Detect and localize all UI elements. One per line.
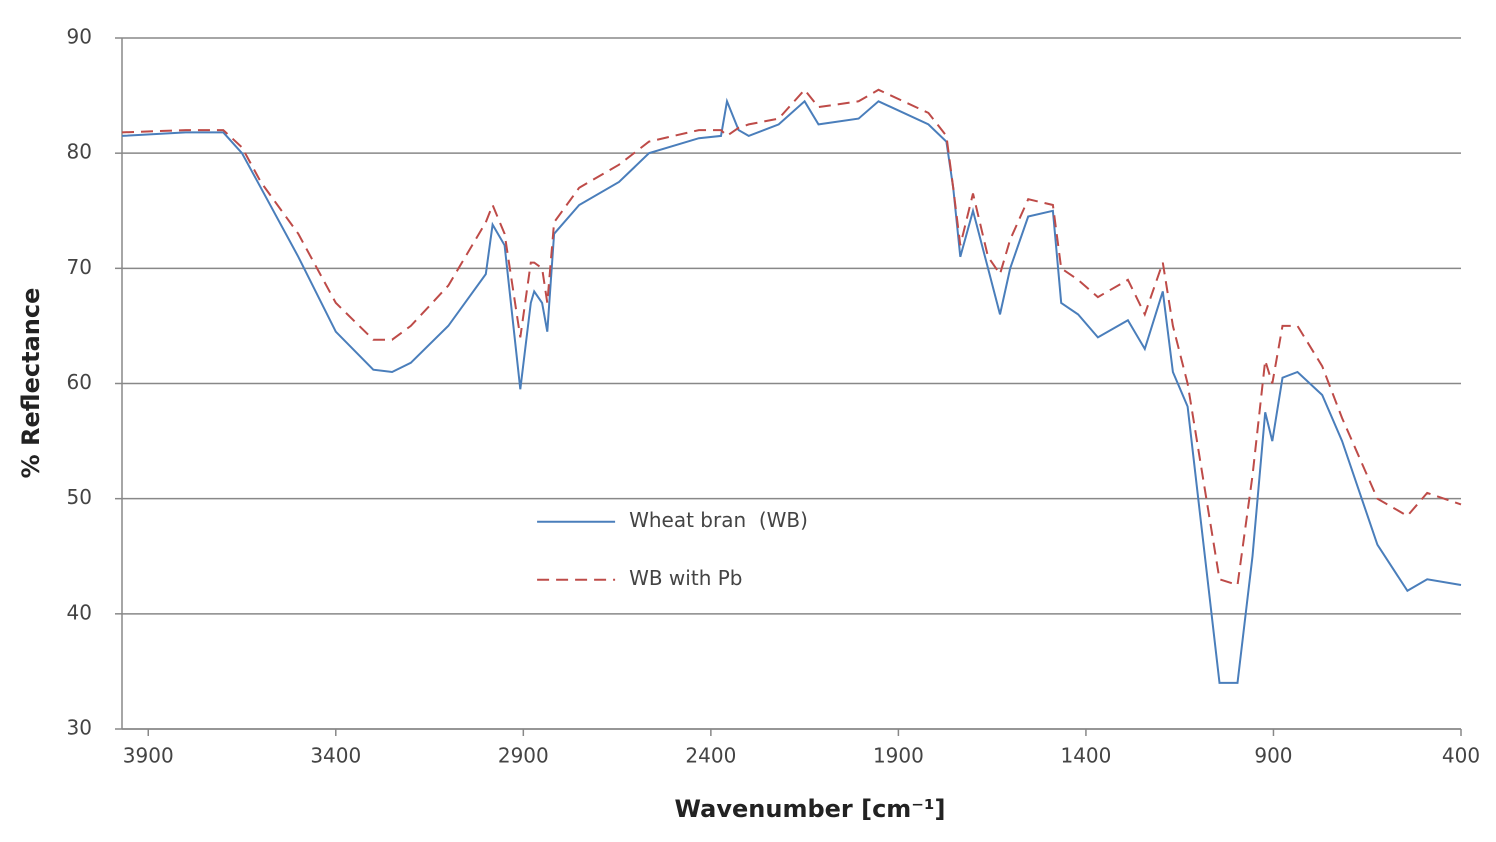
x-axis-title: Wavenumber [cm⁻¹] bbox=[675, 795, 946, 823]
y-tick-label: 40 bbox=[67, 600, 92, 624]
y-tick-label: 50 bbox=[67, 485, 92, 509]
y-tick-label: 70 bbox=[67, 255, 92, 279]
x-tick-label: 1400 bbox=[1060, 744, 1111, 768]
x-tick-label: 3900 bbox=[123, 744, 174, 768]
series-line bbox=[121, 88, 1462, 587]
y-tick-label: 90 bbox=[67, 25, 92, 49]
x-tick-label: 3400 bbox=[310, 744, 361, 768]
x-tick-label: 2400 bbox=[685, 744, 736, 768]
legend-label: Wheat bran (WB) bbox=[629, 508, 808, 532]
x-tick-label: 1900 bbox=[873, 744, 924, 768]
legend-label: WB with Pb bbox=[629, 566, 742, 590]
y-tick-label: 80 bbox=[67, 140, 92, 164]
x-tick-label: 400 bbox=[1442, 744, 1480, 768]
x-tick-label: 900 bbox=[1254, 744, 1292, 768]
x-tick-label: 2900 bbox=[498, 744, 549, 768]
y-axis-title: % Reflectance bbox=[17, 288, 45, 479]
y-tick-label: 60 bbox=[67, 370, 92, 394]
y-tick-label: 30 bbox=[67, 716, 92, 740]
series-line bbox=[121, 97, 1462, 684]
